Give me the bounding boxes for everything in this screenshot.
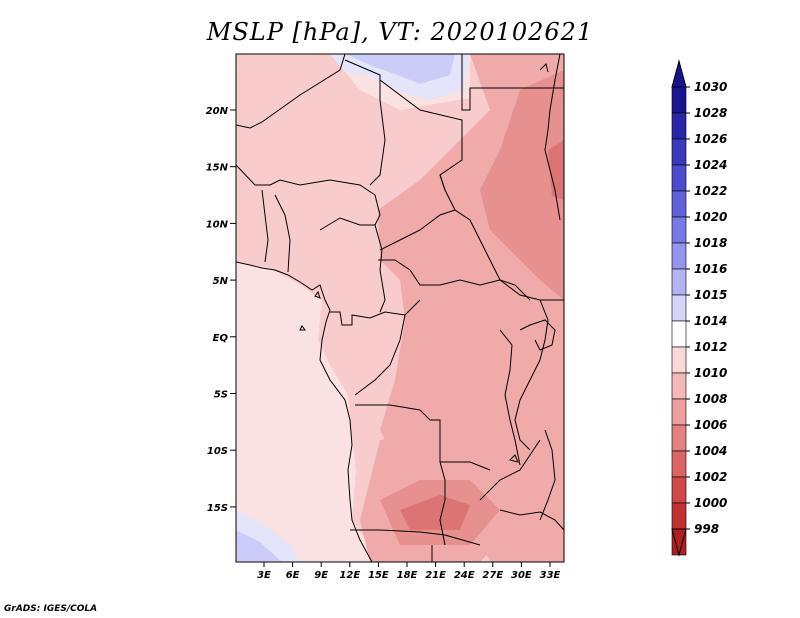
northeast-low-zone xyxy=(480,70,564,300)
colorbar-swatch xyxy=(671,502,687,530)
lon-tick-label: 30E xyxy=(511,570,532,581)
colorbar-swatch xyxy=(671,138,687,166)
lake-victoria xyxy=(519,319,556,351)
border-nigeria-cameroon xyxy=(319,217,386,313)
border-drc-angola xyxy=(355,404,491,471)
red-sea-low-zone xyxy=(548,140,564,200)
longitude-axis: 3E 6E 9E 12E 15E 18E 21E 24E 27E 30E 33E xyxy=(257,562,561,581)
country-borders xyxy=(236,54,564,562)
border-mali-mauritania xyxy=(236,54,346,129)
lon-tick-label: 24E xyxy=(454,570,475,581)
colorbar-label: 1010 xyxy=(694,366,727,380)
border-sahel xyxy=(236,164,381,226)
border-lake-malawi xyxy=(539,429,556,521)
kalahari-lowest-zone xyxy=(400,495,470,530)
sinai-coast xyxy=(539,63,549,73)
colorbar-label: 998 xyxy=(694,522,719,536)
colorbar-swatch xyxy=(671,164,687,192)
colorbar-swatch xyxy=(671,294,687,322)
lon-tick-label: 27E xyxy=(482,570,503,581)
lat-tick-label: 20N xyxy=(206,106,229,117)
colorbar-swatch xyxy=(671,346,687,374)
bioko-island xyxy=(314,290,321,299)
colorbar-label: 1006 xyxy=(694,418,727,432)
colorbar-swatch xyxy=(671,476,687,504)
border-lake-tanganyika xyxy=(499,329,521,466)
lon-tick-label: 15E xyxy=(368,570,389,581)
colorbar-swatch xyxy=(671,424,687,452)
border-angola-zambia xyxy=(439,461,446,546)
border-chad-car xyxy=(379,209,456,251)
pressure-field xyxy=(236,54,564,562)
colorbar-swatch xyxy=(671,372,687,400)
border-niger-algeria xyxy=(344,59,386,186)
colorbar-label: 1002 xyxy=(694,470,727,484)
lat-tick-label: 15S xyxy=(207,503,228,514)
lat-tick-label: 5S xyxy=(214,390,228,401)
colorbar-label: 1018 xyxy=(694,236,727,250)
border-chad-sudan xyxy=(439,174,531,301)
lon-tick-label: 12E xyxy=(339,570,360,581)
lat-tick-label: 10S xyxy=(207,446,228,457)
colorbar-swatch xyxy=(671,242,687,270)
border-south-sudan xyxy=(499,279,564,301)
border-car-drc xyxy=(378,259,501,286)
colorbar-label: 1030 xyxy=(694,80,727,94)
colorbar-label: 1020 xyxy=(694,210,727,224)
colorbar-label: 1022 xyxy=(694,184,727,198)
lat-tick-label: 5N xyxy=(213,276,229,287)
border-benin xyxy=(261,189,269,263)
colorbar-label: 1014 xyxy=(694,314,727,328)
south-atlantic-high-zone xyxy=(236,530,282,562)
border-egypt-sudan xyxy=(461,54,564,111)
coastline-west-africa xyxy=(236,261,373,562)
red-sea-coast xyxy=(544,54,561,221)
colorbar-label: 1012 xyxy=(694,340,727,354)
colorbar-label: 1004 xyxy=(694,444,727,458)
map-title: MSLP [hPa], VT: 2020102621 xyxy=(206,18,594,46)
border-zambia-tanzania xyxy=(479,439,541,501)
border-east-african-rift xyxy=(514,299,549,451)
colorbar-bottom-arrow xyxy=(671,528,687,557)
plot-frame xyxy=(235,53,565,563)
colorbar-label: 1024 xyxy=(694,158,727,172)
colorbar-swatch xyxy=(671,450,687,478)
latitude-axis: 20N 15N 10N 5N EQ 5S 10S 15S xyxy=(206,106,236,514)
lat-tick-label: EQ xyxy=(213,333,229,344)
lat-tick-label: 15N xyxy=(206,163,229,174)
sao-tome-island xyxy=(299,325,306,331)
colorbar-label: 1015 xyxy=(694,288,727,302)
lon-tick-label: 9E xyxy=(314,570,328,581)
colorbar-top-arrow xyxy=(671,59,687,88)
colorbar-label: 1016 xyxy=(694,262,727,276)
border-nigeria-west xyxy=(274,194,291,273)
colorbar: 1030 1028 1026 1024 1022 1020 1018 1016 1015 1014… xyxy=(671,59,727,557)
border-congo-drc xyxy=(354,314,406,396)
colorbar-swatch xyxy=(671,216,687,244)
colorbar-swatch xyxy=(671,320,687,348)
colorbar-swatch xyxy=(671,190,687,218)
border-zimbabwe xyxy=(499,509,564,531)
colorbar-swatch xyxy=(671,112,687,140)
colorbar-swatch xyxy=(671,398,687,426)
colorbar-label: 1000 xyxy=(694,496,727,510)
lon-tick-label: 33E xyxy=(540,570,561,581)
lat-tick-label: 10N xyxy=(206,219,229,230)
colorbar-label: 1008 xyxy=(694,392,727,406)
lon-tick-label: 6E xyxy=(286,570,300,581)
lon-tick-label: 3E xyxy=(257,570,271,581)
colorbar-swatch xyxy=(671,86,687,114)
border-namibia xyxy=(350,529,481,546)
grads-credit: GrADS: IGES/COLA xyxy=(4,604,98,614)
sahara-high-zone xyxy=(346,54,455,84)
lon-tick-label: 18E xyxy=(397,570,418,581)
colorbar-label: 1026 xyxy=(694,132,727,146)
lake-mweru xyxy=(509,454,519,463)
colorbar-label: 1028 xyxy=(694,106,727,120)
lon-tick-label: 21E xyxy=(425,570,446,581)
border-gabon-congo xyxy=(330,299,421,326)
colorbar-swatch xyxy=(671,268,687,296)
